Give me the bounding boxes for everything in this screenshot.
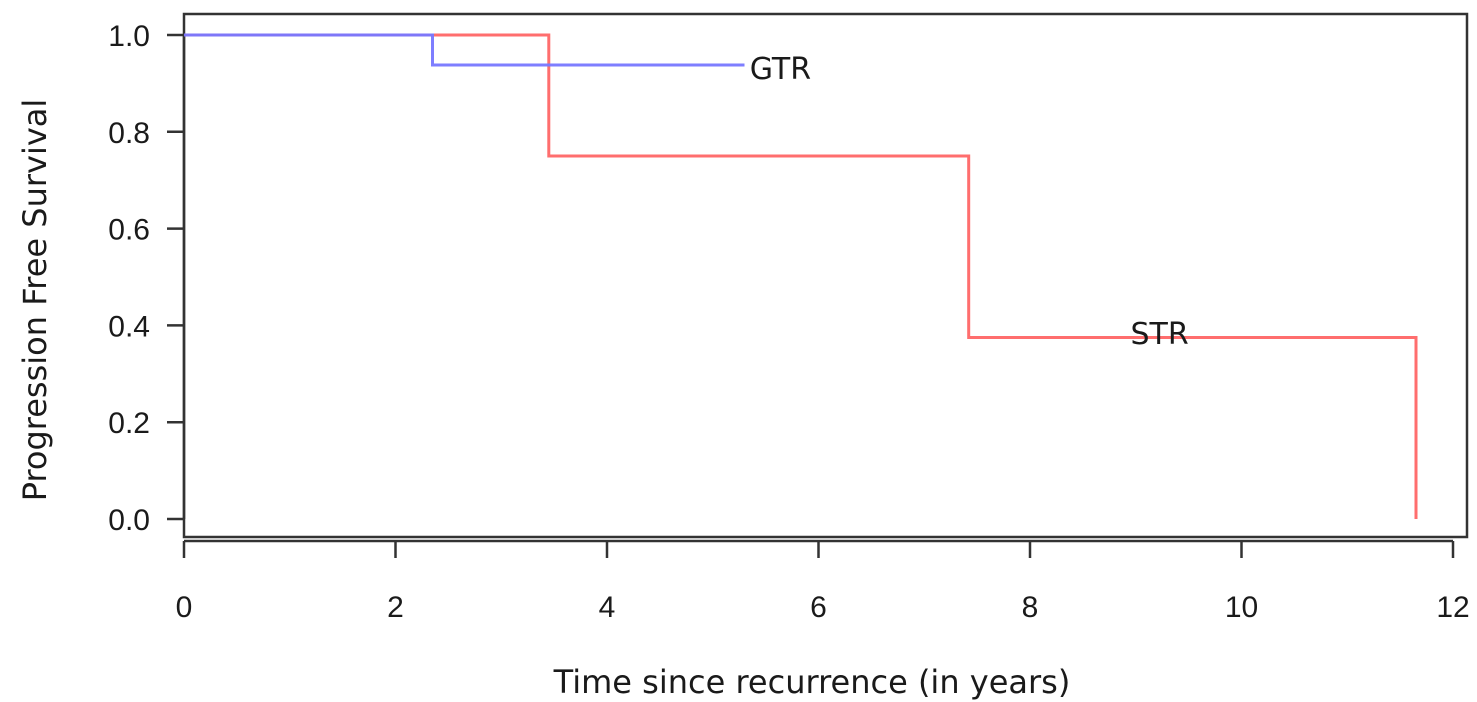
- x-tick-label: 2: [387, 591, 404, 624]
- y-tick-label: 0.8: [108, 117, 150, 150]
- x-tick-label: 6: [810, 591, 827, 624]
- x-tick-label: 12: [1436, 591, 1469, 624]
- series-label-str: STR: [1130, 317, 1188, 352]
- y-tick-label: 1.0: [108, 20, 150, 53]
- series-line-str: [184, 33, 1418, 519]
- y-tick-label: 0.0: [108, 504, 150, 537]
- y-tick-label: 0.2: [108, 407, 150, 440]
- x-tick-label: 8: [1022, 591, 1039, 624]
- series-line-gtr: [184, 33, 745, 67]
- series-layer: [184, 33, 1418, 519]
- x-tick-label: 10: [1225, 591, 1258, 624]
- x-axis-title: Time since recurrence (in years): [553, 663, 1071, 701]
- series-label-gtr: GTR: [750, 52, 811, 87]
- x-tick-label: 0: [176, 591, 193, 624]
- series-label-layer: GTR STR: [750, 52, 1189, 352]
- y-tick-label: 0.4: [108, 310, 150, 343]
- plot-frame: [182, 12, 1469, 539]
- y-axis-title: Progression Free Survival: [16, 99, 54, 502]
- x-axis: 0 2 4 6 8 10 12: [176, 539, 1470, 624]
- y-tick-label: 0.6: [108, 214, 150, 247]
- y-axis: 0.0 0.2 0.4 0.6 0.8 1.0: [108, 20, 186, 537]
- x-tick-label: 4: [599, 591, 616, 624]
